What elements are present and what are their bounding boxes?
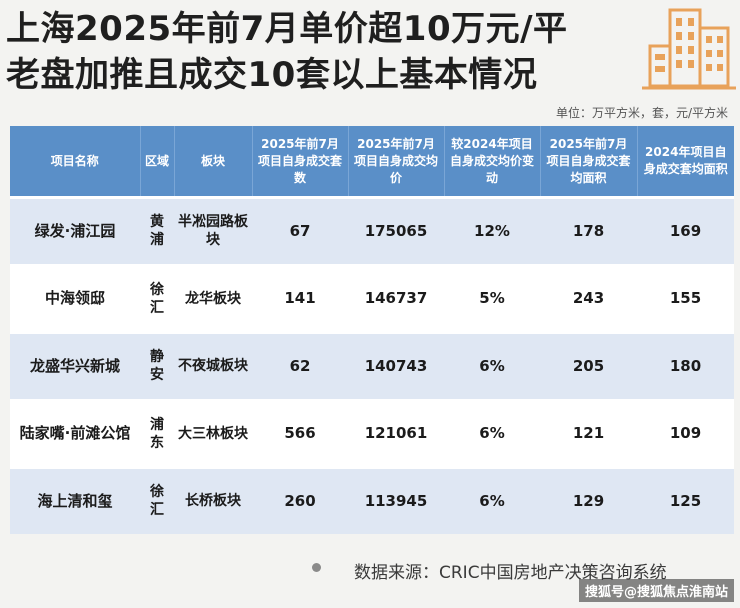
cell-project: 陆家嘴·前滩公馆 bbox=[10, 398, 140, 468]
cell-area-2024: 155 bbox=[637, 263, 734, 333]
cell-area-2024: 169 bbox=[637, 196, 734, 265]
header-project-name: 项目名称 bbox=[10, 126, 140, 198]
table-row: 龙盛华兴新城 静安 不夜城板块 62 140743 6% 205 180 bbox=[10, 331, 734, 400]
title-line-2: 老盘加推且成交10套以上基本情况 bbox=[6, 55, 538, 95]
cell-price: 121061 bbox=[348, 398, 444, 468]
cell-plate: 大三林板块 bbox=[174, 398, 252, 468]
cell-price: 140743 bbox=[348, 331, 444, 400]
cell-plate: 半凇园路板块 bbox=[174, 196, 252, 265]
watermark-label: 搜狐号@搜狐焦点淮南站 bbox=[578, 579, 734, 602]
cell-area-2024: 109 bbox=[637, 398, 734, 468]
cell-change: 6% bbox=[444, 466, 540, 534]
cell-area-2025: 205 bbox=[540, 331, 637, 400]
cell-price: 146737 bbox=[348, 263, 444, 333]
table-row: 海上清和玺 徐汇 长桥板块 260 113945 6% 129 125 bbox=[10, 466, 734, 534]
cell-project: 中海领邸 bbox=[10, 263, 140, 333]
unit-note: 单位：万平方米，套，元/平方米 bbox=[555, 106, 728, 120]
cell-units: 260 bbox=[252, 466, 348, 534]
header-avg-price-2025: 2025年前7月项目自身成交均价 bbox=[347, 126, 444, 198]
bullet-dot-icon bbox=[312, 563, 321, 572]
cell-units: 67 bbox=[252, 196, 348, 265]
cell-plate: 龙华板块 bbox=[174, 263, 252, 333]
cell-units: 141 bbox=[252, 263, 348, 333]
table-header-row: 项目名称 区域 板块 2025年前7月项目自身成交套数 2025年前7月项目自身… bbox=[10, 126, 734, 198]
cell-project: 绿发·浦江园 bbox=[10, 196, 140, 265]
table-row: 中海领邸 徐汇 龙华板块 141 146737 5% 243 155 bbox=[10, 263, 734, 333]
header-avg-area-2024: 2024年项目自身成交套均面积 bbox=[636, 126, 734, 198]
data-table: 项目名称 区域 板块 2025年前7月项目自身成交套数 2025年前7月项目自身… bbox=[10, 126, 734, 534]
header-units-2025: 2025年前7月项目自身成交套数 bbox=[251, 126, 348, 198]
cell-project: 海上清和玺 bbox=[10, 466, 140, 534]
cell-district: 静安 bbox=[140, 331, 174, 400]
cell-district: 黄浦 bbox=[140, 196, 174, 265]
buildings-icon bbox=[642, 8, 736, 90]
cell-area-2025: 178 bbox=[540, 196, 637, 265]
cell-area-2025: 129 bbox=[540, 466, 637, 534]
cell-units: 62 bbox=[252, 331, 348, 400]
title-line-1: 上海2025年前7月单价超10万元/平 bbox=[6, 9, 568, 49]
table-row: 绿发·浦江园 黄浦 半凇园路板块 67 175065 12% 178 169 bbox=[10, 196, 734, 265]
cell-change: 6% bbox=[444, 331, 540, 400]
header-avg-area-2025: 2025年前7月项目自身成交套均面积 bbox=[539, 126, 637, 198]
data-source-text: 数据来源：CRIC中国房地产决策咨询系统 bbox=[354, 563, 667, 583]
cell-change: 5% bbox=[444, 263, 540, 333]
cell-price: 113945 bbox=[348, 466, 444, 534]
cell-area-2025: 121 bbox=[540, 398, 637, 468]
cell-area-2024: 125 bbox=[637, 466, 734, 534]
header-plate: 板块 bbox=[173, 126, 252, 198]
header-price-change: 较2024年项目自身成交均价变动 bbox=[443, 126, 540, 198]
cell-plate: 不夜城板块 bbox=[174, 331, 252, 400]
cell-area-2024: 180 bbox=[637, 331, 734, 400]
cell-units: 566 bbox=[252, 398, 348, 468]
cell-district: 徐汇 bbox=[140, 466, 174, 534]
page-title: 上海2025年前7月单价超10万元/平 老盘加推且成交10套以上基本情况 bbox=[6, 6, 568, 98]
cell-area-2025: 243 bbox=[540, 263, 637, 333]
table-row: 陆家嘴·前滩公馆 浦东 大三林板块 566 121061 6% 121 109 bbox=[10, 398, 734, 468]
cell-project: 龙盛华兴新城 bbox=[10, 331, 140, 400]
header-district: 区域 bbox=[139, 126, 174, 198]
cell-district: 徐汇 bbox=[140, 263, 174, 333]
cell-change: 12% bbox=[444, 196, 540, 265]
cell-district: 浦东 bbox=[140, 398, 174, 468]
cell-change: 6% bbox=[444, 398, 540, 468]
cell-plate: 长桥板块 bbox=[174, 466, 252, 534]
cell-price: 175065 bbox=[348, 196, 444, 265]
data-source-note: 数据来源：CRIC中国房地产决策咨询系统 bbox=[312, 558, 667, 583]
